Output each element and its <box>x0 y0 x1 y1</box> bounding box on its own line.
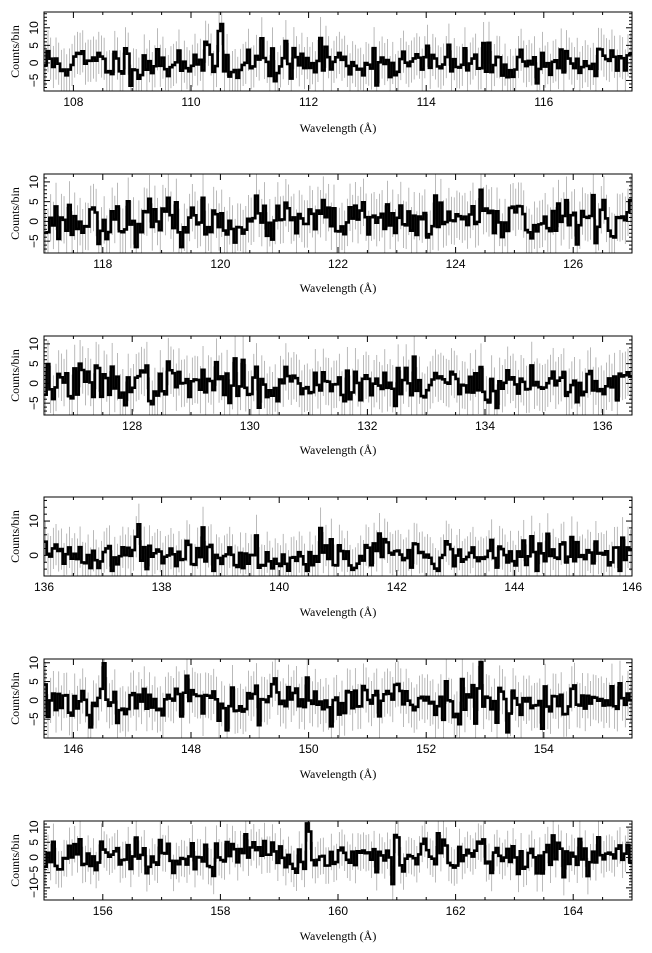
x-tick-label: 130 <box>240 419 260 433</box>
y-tick-label: 10 <box>27 514 41 528</box>
error-bars <box>44 336 632 415</box>
x-tick-label: 116 <box>534 95 553 109</box>
x-tick-label: 114 <box>417 95 436 109</box>
spectrum-panel-4: 136 138 140 142 144 146 0 10 Wavelength (Å) Count… <box>8 496 642 619</box>
y-axis-label: Counts/bin <box>8 834 22 887</box>
y-tick-label: 0 <box>27 218 41 225</box>
x-axis-label: Wavelength (Å) <box>300 929 377 943</box>
y-tick-label: 10 <box>27 820 41 834</box>
x-axis-label: Wavelength (Å) <box>300 121 377 135</box>
y-tick-label: 5 <box>27 198 41 205</box>
spectrum-panel-3: 128 130 132 134 136 −5 0 5 10 Wavelength (Å) Count… <box>8 335 633 457</box>
x-axis-label: Wavelength (Å) <box>300 281 377 295</box>
counts-step-line <box>44 355 632 410</box>
x-tick-label: 118 <box>93 257 112 271</box>
y-tick-label: 0 <box>27 697 41 704</box>
x-tick-label: 136 <box>34 580 54 594</box>
y-tick-label: −5 <box>27 73 41 87</box>
y-tick-label: −5 <box>27 712 41 726</box>
x-tick-label: 152 <box>416 742 436 756</box>
y-axis-label: Counts/bin <box>8 25 22 78</box>
y-tick-label: 0 <box>27 552 41 559</box>
spectrum-panel-1: 108 110 112 114 116 −5 0 5 10 Wavelength (Å) Count… <box>8 11 633 135</box>
x-tick-label: 128 <box>122 419 142 433</box>
counts-step-line <box>44 522 632 573</box>
x-tick-label: 154 <box>534 742 554 756</box>
x-tick-label: 112 <box>299 95 318 109</box>
y-axis-label: Counts/bin <box>8 349 22 402</box>
x-axis-label: Wavelength (Å) <box>300 443 377 457</box>
y-tick-label: −5 <box>27 396 41 410</box>
spectrum-panel-6: 156 158 160 162 164 −10−5 0 5 10 Wavelength (Å) Co… <box>8 820 633 943</box>
y-tick-label: 0 <box>27 380 41 387</box>
y-axis-label: Counts/bin <box>8 672 22 725</box>
y-tick-label: 5 <box>27 678 41 685</box>
x-tick-label: 136 <box>593 419 613 433</box>
y-tick-label: −10 <box>27 877 41 898</box>
x-tick-label: 144 <box>504 580 524 594</box>
spectrum-panel-5: 146 148 150 152 154 −5 0 5 10 Wavelength (Å) Count… <box>8 656 633 781</box>
x-tick-label: 108 <box>63 95 83 109</box>
y-tick-label: 0 <box>27 59 41 66</box>
y-tick-label: 10 <box>27 21 41 35</box>
x-tick-label: 148 <box>181 742 201 756</box>
x-tick-label: 150 <box>299 742 319 756</box>
y-tick-label: 5 <box>27 42 41 49</box>
x-tick-label: 164 <box>563 904 583 918</box>
spectrum-panel-2: 118 120 122 124 126 −5 0 5 10 Wavelength (Å) Count… <box>8 173 633 295</box>
y-tick-label: 5 <box>27 360 41 367</box>
x-axis-label: Wavelength (Å) <box>300 767 377 781</box>
x-tick-label: 110 <box>181 95 200 109</box>
y-axis-label: Counts/bin <box>8 510 22 563</box>
x-tick-label: 162 <box>446 904 466 918</box>
x-tick-label: 120 <box>210 257 230 271</box>
x-tick-label: 160 <box>328 904 348 918</box>
counts-step-line <box>44 188 632 249</box>
y-tick-label: 10 <box>27 656 41 670</box>
y-tick-label: 5 <box>27 839 41 846</box>
x-tick-label: 158 <box>210 904 230 918</box>
x-tick-label: 132 <box>357 419 377 433</box>
x-tick-label: 142 <box>387 580 407 594</box>
x-tick-label: 146 <box>63 742 83 756</box>
x-tick-label: 146 <box>622 580 642 594</box>
y-tick-label: 0 <box>27 854 41 861</box>
x-tick-label: 156 <box>93 904 113 918</box>
x-tick-label: 122 <box>328 257 348 271</box>
y-tick-label: −5 <box>27 865 41 879</box>
x-tick-label: 126 <box>563 257 583 271</box>
x-tick-label: 134 <box>475 419 495 433</box>
counts-step-line <box>44 660 632 734</box>
x-tick-label: 140 <box>269 580 289 594</box>
y-axis-label: Counts/bin <box>8 187 22 240</box>
x-axis-label: Wavelength (Å) <box>300 605 377 619</box>
y-tick-label: 10 <box>27 337 41 351</box>
x-tick-label: 138 <box>152 580 172 594</box>
y-tick-label: −5 <box>27 234 41 248</box>
y-tick-label: 10 <box>27 175 41 189</box>
counts-step-line <box>44 822 632 886</box>
counts-step-line <box>44 22 632 88</box>
x-tick-label: 124 <box>446 257 466 271</box>
